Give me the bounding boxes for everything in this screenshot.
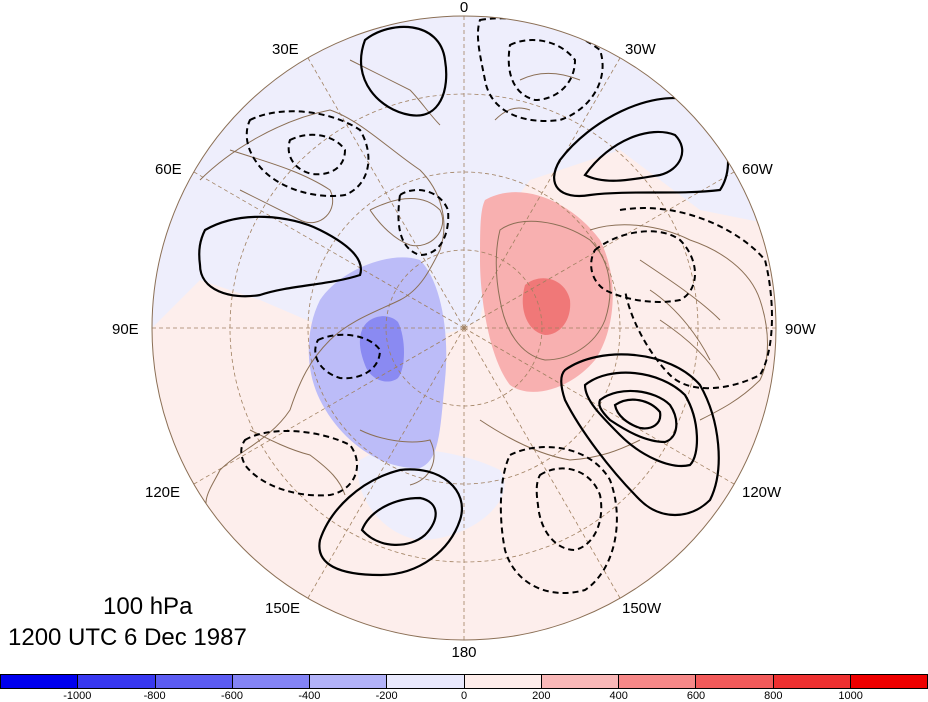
colorbar-tick-label: -200: [375, 690, 398, 702]
colorbar-swatch: [154, 674, 233, 689]
colorbar-labels: -1000 -800 -600 -400 -200 0 200 400 600 800 1000: [0, 690, 928, 702]
colorbar-swatch: [0, 674, 79, 689]
pressure-level-title: 100 hPa: [103, 593, 193, 620]
colorbar-swatch: [77, 674, 156, 689]
longitude-labels: 0 30W 60W 90W 120W 150W 180 150E 120E 90…: [112, 0, 817, 661]
positive-contours: [198, 25, 730, 577]
colorbar-swatch: [695, 674, 774, 689]
background-positive-region: [152, 150, 776, 640]
colorbar-tick-label: 0: [460, 690, 468, 702]
colorbar-swatch: [463, 674, 542, 689]
colorbar-tick-label: 800: [764, 690, 783, 702]
negative-contours: [240, 17, 773, 595]
longitude-lines: [152, 16, 776, 640]
colorbar-swatch: [386, 674, 465, 689]
lon-label-0: 0: [460, 0, 468, 16]
colorbar-swatch: [618, 674, 697, 689]
colorbar: [0, 674, 928, 689]
lon-label-90w: 90W: [785, 321, 817, 338]
colorbar-tick-label: -1000: [63, 690, 92, 702]
colorbar-swatch: [772, 674, 851, 689]
colorbar-swatch: [540, 674, 619, 689]
colorbar-tick-label: -600: [220, 690, 244, 702]
coastlines: [199, 59, 768, 521]
positive-anomaly-strong: [522, 278, 571, 335]
colorbar-tick-label: 600: [686, 690, 706, 702]
lon-label-180: 180: [451, 644, 476, 661]
colorbar-tick-label: 1000: [838, 690, 863, 702]
negative-anomaly-strong: [359, 316, 404, 382]
colorbar-tick-label: -400: [298, 690, 321, 702]
colorbar-tick-label: 400: [609, 690, 628, 702]
colorbar-tick-label: 200: [532, 690, 551, 702]
colorbar-swatch: [309, 674, 388, 689]
colorbar-tick-label: -800: [143, 690, 166, 702]
lon-label-90e: 90E: [112, 321, 139, 338]
lon-label-120e: 120E: [145, 484, 180, 501]
lon-label-150w: 150W: [622, 600, 662, 617]
map-border: [151, 15, 777, 641]
lon-label-60w: 60W: [742, 161, 774, 178]
date-time-title: 1200 UTC 6 Dec 1987: [8, 624, 247, 651]
lon-label-150e: 150E: [265, 600, 300, 617]
lon-label-30e: 30E: [272, 41, 299, 58]
colorbar-swatch: [849, 674, 928, 689]
colorbar-swatch: [231, 674, 310, 689]
lon-label-120w: 120W: [742, 484, 782, 501]
lon-label-60e: 60E: [155, 161, 182, 178]
lon-label-30w: 30W: [625, 41, 657, 58]
